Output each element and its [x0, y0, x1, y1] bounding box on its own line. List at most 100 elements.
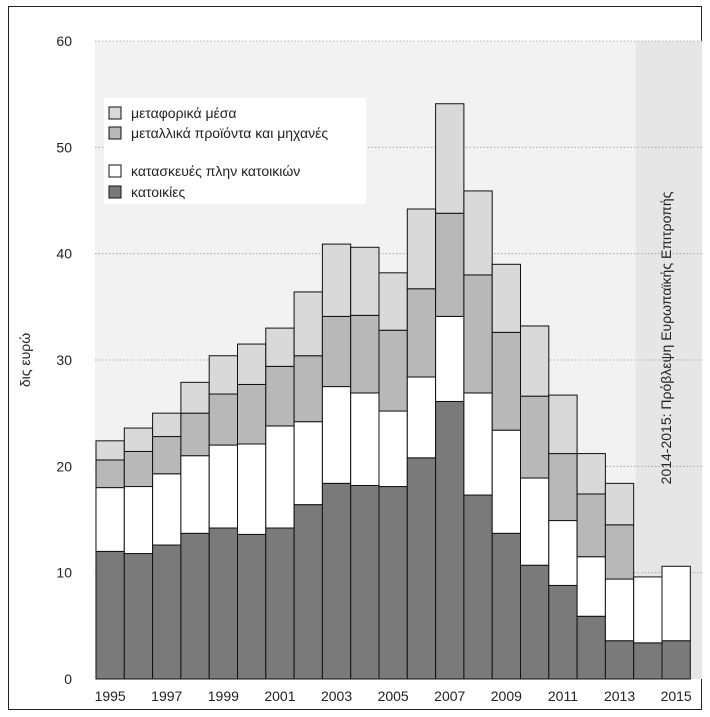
bar-segment-2007-s3: [435, 103, 465, 214]
bar-segment-1998-s3: [180, 381, 210, 414]
bar-segment-2004-s2: [350, 314, 380, 394]
x-axis-ticks: 1995 1997 1999 2001 2003 2005 2007 2009 2011 2013…: [95, 688, 692, 704]
bar-segment-2011-s1: [548, 520, 578, 586]
legend-label: κατοικίες: [131, 184, 186, 200]
bar-segment-2007-s0: [435, 400, 465, 680]
x-tick-label: 2013: [604, 688, 635, 704]
bar-segment-1997-s1: [152, 473, 182, 546]
bar-segment-1997-s3: [152, 412, 182, 438]
bar-segment-2013-s0: [604, 640, 635, 680]
bar-segment-2002-s2: [293, 355, 323, 423]
bar-segment-1996-s2: [123, 450, 154, 488]
x-tick-label: 1995: [95, 688, 126, 704]
bar-segment-2004-s0: [350, 484, 380, 680]
bar-segment-1995-s1: [95, 487, 125, 552]
x-tick-label: 2005: [378, 688, 409, 704]
bar-segment-2011-s3: [548, 394, 578, 455]
bar-segment-2008-s0: [463, 494, 493, 680]
x-tick-label: 2007: [434, 688, 465, 704]
bar-segment-2008-s2: [463, 274, 493, 394]
bar-segment-2000-s0: [237, 533, 267, 680]
bar-segment-2001-s0: [265, 527, 295, 680]
bar-segment-2001-s1: [265, 425, 295, 529]
bar-segment-2014-s1: [633, 576, 663, 644]
forecast-label: 2014-2015: Πρόβλεψη Ευρωπαϊκής Επιτροπής: [658, 191, 674, 484]
bar-segment-2013-s3: [604, 482, 635, 526]
bar-segment-2008-s1: [463, 392, 493, 496]
bar-segment-2015-s0: [661, 640, 691, 680]
bar-segment-2009-s0: [491, 532, 522, 680]
bar-segment-2000-s3: [237, 343, 267, 385]
bar-segment-2012-s2: [576, 493, 606, 558]
y-axis-label: δις ευρώ: [17, 333, 33, 387]
x-tick-label: 2001: [264, 688, 295, 704]
legend-swatch: [108, 126, 122, 140]
bar-segment-2013-s1: [604, 578, 635, 642]
bar-segment-2004-s3: [350, 246, 380, 316]
y-tick-label: 60: [56, 33, 72, 49]
bar-segment-1996-s0: [123, 553, 154, 680]
bar-segment-1999-s0: [208, 527, 238, 680]
bar-segment-1998-s0: [180, 532, 210, 680]
legend: μεταφορικά μέσα μεταλλικά προϊόντα και μη…: [104, 98, 366, 204]
bar-segment-2000-s2: [237, 383, 267, 445]
bar-segment-2012-s0: [576, 615, 606, 680]
y-tick-label: 0: [64, 671, 72, 687]
bar-segment-1995-s3: [95, 440, 125, 461]
bar-segment-2011-s2: [548, 453, 578, 522]
bar-segment-2006-s1: [406, 376, 437, 459]
bar-segment-2012-s3: [576, 453, 606, 495]
bar-segment-2002-s1: [293, 421, 323, 506]
bar-segment-1996-s1: [123, 486, 154, 555]
bar-segment-2006-s2: [406, 288, 437, 378]
legend-swatch: [108, 106, 122, 120]
bar-segment-2010-s2: [520, 395, 550, 479]
bar-segment-2001-s3: [265, 327, 295, 367]
bar-segment-2015-s1: [661, 565, 691, 642]
bar-segment-2005-s1: [378, 410, 408, 488]
bar-segment-2005-s0: [378, 486, 408, 680]
bar-segment-2003-s2: [321, 315, 352, 388]
bar-segment-2007-s2: [435, 212, 465, 317]
bar-segment-1995-s2: [95, 459, 125, 489]
bar-segment-2006-s3: [406, 208, 437, 290]
bar-segment-2011-s0: [548, 584, 578, 680]
bar-segment-2000-s1: [237, 443, 267, 535]
y-tick-label: 30: [56, 352, 72, 368]
bar-segment-2008-s3: [463, 190, 493, 276]
bar-segment-2006-s0: [406, 457, 437, 680]
bar-segment-2010-s0: [520, 564, 550, 680]
legend-swatch: [108, 164, 122, 178]
bar-segment-2001-s2: [265, 365, 295, 427]
y-tick-label: 10: [56, 565, 72, 581]
x-tick-label: 1997: [151, 688, 182, 704]
bar-segment-2009-s2: [491, 331, 522, 431]
bar-segment-2010-s3: [520, 325, 550, 397]
legend-background: [104, 98, 366, 204]
legend-label: κατασκευές πλην κατοικιών: [131, 163, 300, 179]
x-tick-label: 2003: [321, 688, 352, 704]
legend-label: μεταφορικά μέσα: [131, 105, 237, 121]
bar-segment-2003-s3: [321, 243, 352, 317]
x-tick-label: 2015: [661, 688, 692, 704]
bar-segment-1997-s2: [152, 436, 182, 475]
bar-segment-1998-s2: [180, 412, 210, 457]
bar-segment-2002-s0: [293, 504, 323, 680]
x-tick-label: 2009: [491, 688, 522, 704]
bar-segment-1996-s3: [123, 427, 154, 452]
y-tick-label: 40: [56, 246, 72, 262]
bar-segment-1999-s3: [208, 355, 238, 395]
bar-segment-2002-s3: [293, 291, 323, 357]
bar-segment-2014-s0: [633, 642, 663, 680]
bar-segment-2013-s2: [604, 524, 635, 580]
bar-segment-2007-s1: [435, 315, 465, 402]
x-tick-label: 2011: [548, 688, 578, 704]
bars: [95, 103, 691, 680]
y-axis-ticks: 0 10 20 30 40 50 60: [56, 33, 72, 687]
bar-segment-2010-s1: [520, 477, 550, 566]
legend-label: μεταλλικά προϊόντα και μηχανές: [131, 125, 328, 141]
bar-segment-2003-s0: [321, 482, 352, 680]
y-tick-label: 50: [56, 139, 72, 155]
y-tick-label: 20: [56, 458, 72, 474]
